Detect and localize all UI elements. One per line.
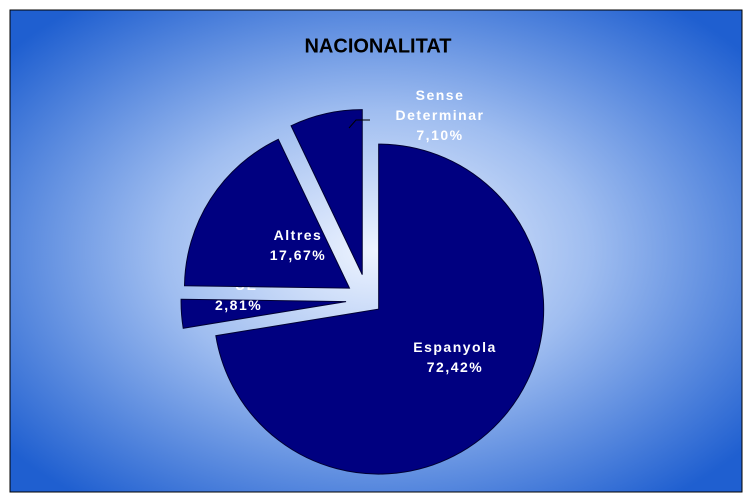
slice-label: Altres 17,67%: [270, 227, 326, 263]
pie-slice: [215, 143, 545, 475]
slice-label: Espanyola 72,42%: [413, 339, 497, 375]
pie-slice: [180, 298, 347, 329]
value-label: 72,42%: [427, 359, 483, 375]
category-label-line: Determinar: [396, 107, 485, 123]
category-label: Sense Determinar: [396, 87, 485, 123]
value-label: 17,67%: [270, 247, 326, 263]
category-label: Altres: [274, 227, 323, 243]
category-label-line: Sense: [416, 87, 465, 103]
slice-label: Sense Determinar 7,10%: [396, 87, 485, 143]
pie-slice: [290, 109, 363, 275]
value-label: 2,81%: [215, 297, 262, 313]
leader-line: [348, 119, 370, 129]
pie-slice: [183, 138, 351, 289]
chart-title: NACIONALITAT: [304, 35, 451, 57]
category-label: Espanyola: [413, 339, 497, 355]
value-label: 7,10%: [416, 127, 463, 143]
